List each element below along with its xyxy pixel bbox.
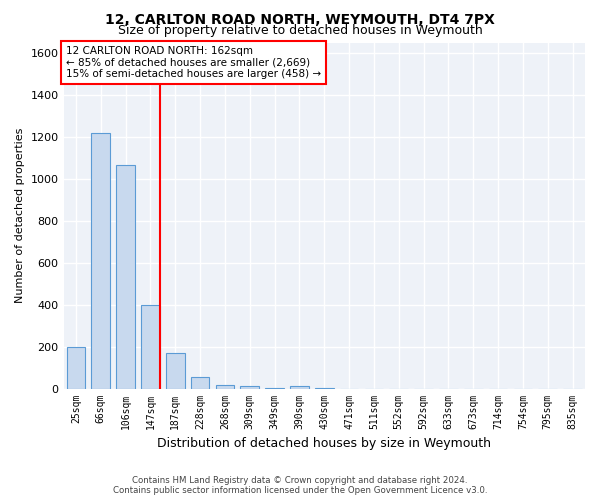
Bar bbox=[91, 132, 110, 388]
Text: Size of property relative to detached houses in Weymouth: Size of property relative to detached ho… bbox=[118, 24, 482, 37]
Text: 12, CARLTON ROAD NORTH, WEYMOUTH, DT4 7PX: 12, CARLTON ROAD NORTH, WEYMOUTH, DT4 7P… bbox=[105, 12, 495, 26]
Y-axis label: Number of detached properties: Number of detached properties bbox=[15, 128, 25, 303]
Bar bbox=[141, 304, 160, 388]
X-axis label: Distribution of detached houses by size in Weymouth: Distribution of detached houses by size … bbox=[157, 437, 491, 450]
Bar bbox=[215, 386, 234, 388]
Text: 12 CARLTON ROAD NORTH: 162sqm
← 85% of detached houses are smaller (2,669)
15% o: 12 CARLTON ROAD NORTH: 162sqm ← 85% of d… bbox=[66, 46, 321, 79]
Bar bbox=[116, 165, 135, 388]
Bar bbox=[191, 377, 209, 388]
Bar bbox=[67, 346, 85, 389]
Bar bbox=[166, 353, 185, 388]
Text: Contains HM Land Registry data © Crown copyright and database right 2024.
Contai: Contains HM Land Registry data © Crown c… bbox=[113, 476, 487, 495]
Bar bbox=[290, 386, 309, 388]
Bar bbox=[241, 386, 259, 388]
